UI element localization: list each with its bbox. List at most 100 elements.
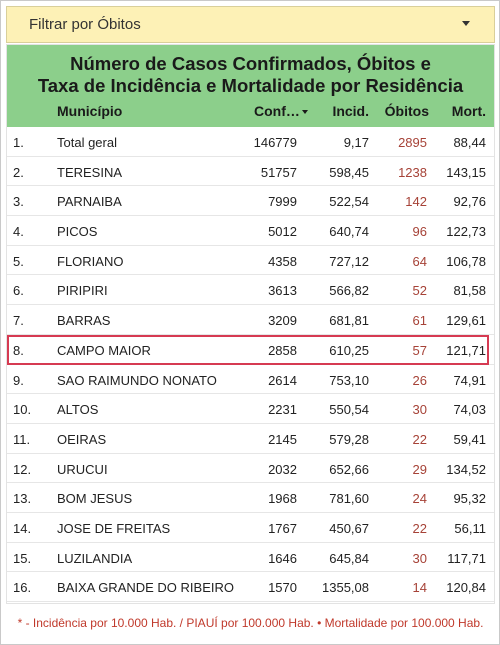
row-index: 12.: [13, 461, 32, 477]
row-incidencia: 640,74: [329, 224, 369, 240]
table-row[interactable]: 2. TERESINA 51757 598,45 1238 143,15: [7, 157, 494, 187]
table-row[interactable]: 10. ALTOS 2231 550,54 30 74,03: [7, 394, 494, 424]
row-index: 9.: [13, 372, 24, 388]
row-municipio: FLORIANO: [57, 253, 124, 269]
row-obitos: 22: [412, 431, 427, 447]
row-municipio: CAMPO MAIOR: [57, 342, 151, 358]
row-obitos: 96: [412, 224, 427, 240]
table-row[interactable]: 11. OEIRAS 2145 579,28 22 59,41: [7, 424, 494, 454]
row-mortalidade: 121,71: [446, 342, 486, 358]
table-panel: Número de Casos Confirmados, Óbitos e Ta…: [6, 44, 495, 604]
row-municipio: URUCUI: [57, 461, 108, 477]
row-incidencia: 681,81: [329, 313, 369, 329]
row-incidencia: 610,25: [329, 342, 369, 358]
table-header: Número de Casos Confirmados, Óbitos e Ta…: [7, 45, 494, 127]
table-title: Número de Casos Confirmados, Óbitos e Ta…: [7, 53, 494, 97]
row-obitos: 1238: [398, 164, 427, 180]
row-mortalidade: 92,76: [453, 194, 486, 210]
table-row[interactable]: 4. PICOS 5012 640,74 96 122,73: [7, 216, 494, 246]
column-header-mortalidade[interactable]: Mort.: [451, 103, 486, 119]
row-mortalidade: 95,32: [453, 491, 486, 507]
row-obitos: 30: [412, 402, 427, 418]
row-obitos: 57: [412, 342, 427, 358]
row-mortalidade: 129,61: [446, 313, 486, 329]
table-row[interactable]: 14. JOSE DE FREITAS 1767 450,67 22 56,11: [7, 513, 494, 543]
row-incidencia: 652,66: [329, 461, 369, 477]
filter-dropdown[interactable]: Filtrar por Óbitos: [6, 6, 495, 43]
row-incidencia: 9,17: [343, 135, 369, 150]
row-incidencia: 753,10: [329, 372, 369, 388]
row-index: 3.: [13, 194, 24, 210]
table-row[interactable]: 3. PARNAIBA 7999 522,54 142 92,76: [7, 186, 494, 217]
row-confirmados: 146779: [253, 135, 297, 150]
column-header-incidencia[interactable]: Incid.: [332, 103, 369, 119]
row-municipio: PICOS: [57, 224, 98, 240]
row-obitos: 2895: [398, 135, 427, 150]
table-row[interactable]: 9. SAO RAIMUNDO NONATO 2614 753,10 26 74,91: [7, 365, 494, 395]
row-index: 15.: [13, 550, 32, 566]
row-incidencia: 1355,08: [322, 580, 369, 596]
row-confirmados: 1767: [268, 520, 297, 536]
table-row[interactable]: 16. BAIXA GRANDE DO RIBEIRO 1570 1355,08 14 1…: [7, 572, 494, 602]
row-confirmados: 1646: [268, 550, 297, 566]
row-mortalidade: 122,73: [446, 224, 486, 240]
row-mortalidade: 143,15: [446, 164, 486, 180]
row-index: 6.: [13, 283, 24, 299]
row-obitos: 22: [412, 520, 427, 536]
row-municipio: OEIRAS: [57, 431, 107, 447]
row-mortalidade: 56,11: [454, 520, 486, 536]
row-mortalidade: 88,44: [453, 135, 486, 150]
row-obitos: 52: [412, 283, 427, 299]
row-index: 13.: [13, 491, 32, 507]
sort-desc-icon: [301, 110, 308, 115]
row-mortalidade: 74,03: [453, 402, 486, 418]
row-municipio: PIRIPIRI: [57, 283, 108, 299]
row-confirmados: 3209: [268, 313, 297, 329]
row-confirmados: 2145: [268, 431, 297, 447]
row-index: 2.: [13, 164, 24, 180]
table-row-highlighted[interactable]: 8. CAMPO MAIOR 2858 610,25 57 121,71: [7, 334, 494, 365]
row-index: 16.: [13, 580, 32, 596]
column-header-confirmados[interactable]: Conf…: [254, 103, 308, 119]
row-obitos: 30: [412, 550, 427, 566]
row-confirmados: 1968: [268, 491, 297, 507]
column-header-obitos[interactable]: Óbitos: [384, 103, 429, 119]
row-confirmados: 2614: [268, 372, 297, 388]
row-obitos: 29: [412, 461, 427, 477]
table-row[interactable]: 6. PIRIPIRI 3613 566,82 52 81,58: [7, 275, 494, 306]
row-incidencia: 645,84: [329, 550, 369, 566]
table-row[interactable]: 7. BARRAS 3209 681,81 61 129,61: [7, 305, 494, 335]
row-confirmados: 2858: [268, 342, 297, 358]
row-confirmados: 5012: [268, 224, 297, 240]
row-mortalidade: 81,58: [453, 283, 486, 299]
row-incidencia: 727,12: [329, 253, 369, 269]
row-confirmados: 2231: [268, 402, 297, 418]
table-row[interactable]: 13. BOM JESUS 1968 781,60 24 95,32: [7, 483, 494, 513]
row-confirmados: 1570: [268, 580, 297, 596]
table-row[interactable]: 15. LUZILANDIA 1646 645,84 30 117,71: [7, 543, 494, 573]
row-index: 14.: [13, 520, 32, 536]
row-municipio: PARNAIBA: [57, 194, 122, 210]
row-obitos: 64: [412, 253, 427, 269]
row-confirmados: 3613: [268, 283, 297, 299]
table-row[interactable]: 12. URUCUI 2032 652,66 29 134,52: [7, 454, 494, 484]
table-row[interactable]: 1. Total geral 146779 9,17 2895 88,44: [7, 127, 494, 157]
row-incidencia: 550,54: [329, 402, 369, 418]
row-obitos: 24: [412, 491, 427, 507]
row-obitos: 61: [412, 313, 427, 329]
row-confirmados: 4358: [268, 253, 297, 269]
row-confirmados: 2032: [268, 461, 297, 477]
table-body: 1. Total geral 146779 9,17 2895 88,44 2. TERESI…: [7, 127, 494, 602]
footnote: * - Incidência por 10.000 Hab. / PIAUÍ p…: [17, 616, 484, 630]
row-mortalidade: 74,91: [453, 372, 486, 388]
row-municipio: SAO RAIMUNDO NONATO: [57, 372, 217, 388]
row-index: 10.: [13, 402, 32, 418]
row-obitos: 26: [412, 372, 427, 388]
table-row[interactable]: 5. FLORIANO 4358 727,12 64 106,78: [7, 246, 494, 276]
row-mortalidade: 134,52: [446, 461, 486, 477]
row-incidencia: 522,54: [329, 194, 369, 210]
row-index: 1.: [13, 135, 24, 150]
column-header-municipio[interactable]: Município: [57, 103, 123, 119]
row-incidencia: 579,28: [329, 431, 369, 447]
